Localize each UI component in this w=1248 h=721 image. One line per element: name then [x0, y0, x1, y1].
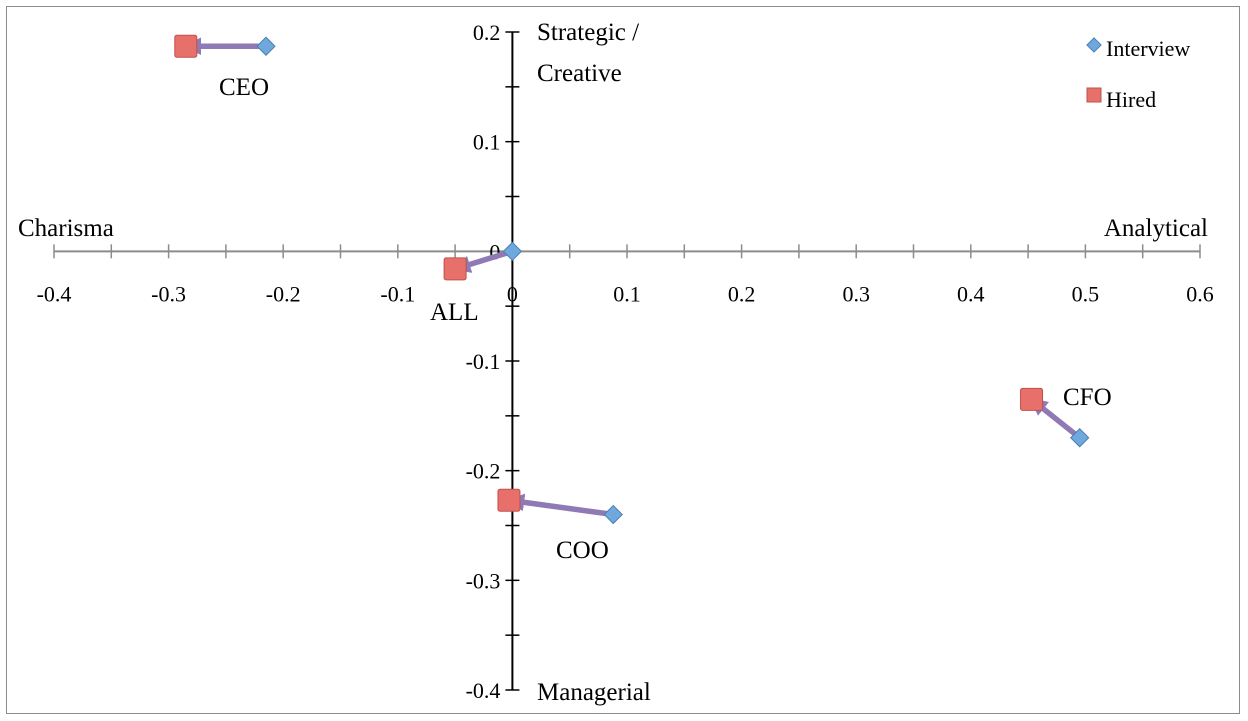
- x-tick-label: -0.3: [151, 281, 186, 306]
- legend-marker-interview: [1086, 37, 1102, 53]
- legend-item-interview: Interview: [1086, 36, 1190, 61]
- x-tick-label: 0.3: [842, 281, 870, 306]
- x-tick-label: 0.5: [1072, 281, 1100, 306]
- point-label-coo: COO: [556, 537, 609, 564]
- axis-title-right: Analytical: [1104, 215, 1208, 242]
- x-tick-label: 0.2: [728, 281, 756, 306]
- axis-title-left: Charisma: [18, 215, 114, 242]
- y-tick-label: 0: [489, 239, 500, 264]
- point-label-ceo: CEO: [219, 74, 269, 101]
- interview-point-cfo: [1069, 428, 1090, 448]
- point-label-all: ALL: [430, 299, 479, 326]
- y-axis: 0.2 0.1 0 -0.1 -0.2 -0.3 -0.4: [466, 20, 520, 703]
- legend-marker-hired: [1086, 87, 1102, 103]
- y-tick-label: 0.2: [473, 20, 501, 45]
- hired-point-ceo: [174, 34, 198, 58]
- hired-point-coo: [497, 488, 521, 512]
- interview-point-all: [502, 241, 523, 262]
- arrow-coo: [506, 493, 616, 518]
- y-tick-label: 0.1: [473, 130, 501, 155]
- x-axis: -0.4-0.3-0.2-0.100.10.20.30.40.50.6: [37, 244, 1214, 306]
- x-tick-label: -0.4: [37, 281, 72, 306]
- hired-point-all: [443, 257, 467, 281]
- arrow-all: [452, 248, 516, 273]
- legend-item-hired: Hired: [1086, 87, 1156, 112]
- x-tick-label: -0.2: [266, 281, 301, 306]
- x-tick-label: 0.1: [613, 281, 641, 306]
- legend-label-interview: Interview: [1106, 36, 1190, 61]
- hired-point-cfo: [1020, 387, 1044, 411]
- x-tick-label: 0.6: [1186, 281, 1214, 306]
- arrow-layer: [183, 37, 1083, 518]
- point-layer: [174, 34, 1090, 525]
- y-tick-label: -0.1: [466, 349, 501, 374]
- point-label-cfo: CFO: [1063, 384, 1112, 411]
- axis-title-bottom: Managerial: [537, 679, 651, 706]
- interview-point-ceo: [256, 36, 276, 56]
- chart-frame: [6, 6, 1240, 714]
- x-tick-label: -0.1: [380, 281, 415, 306]
- y-tick-label: -0.4: [466, 678, 501, 703]
- axis-title-top-line1: Strategic /: [537, 19, 639, 46]
- axis-title-top-line2: Creative: [537, 60, 622, 87]
- interview-point-coo: [603, 504, 623, 525]
- legend-label-hired: Hired: [1106, 87, 1156, 112]
- arrow-cfo: [1029, 397, 1083, 441]
- y-tick-label: -0.2: [466, 459, 501, 484]
- y-tick-label: -0.3: [466, 568, 501, 593]
- x-tick-label: 0.4: [957, 281, 985, 306]
- legend: Interview Hired: [1086, 36, 1190, 112]
